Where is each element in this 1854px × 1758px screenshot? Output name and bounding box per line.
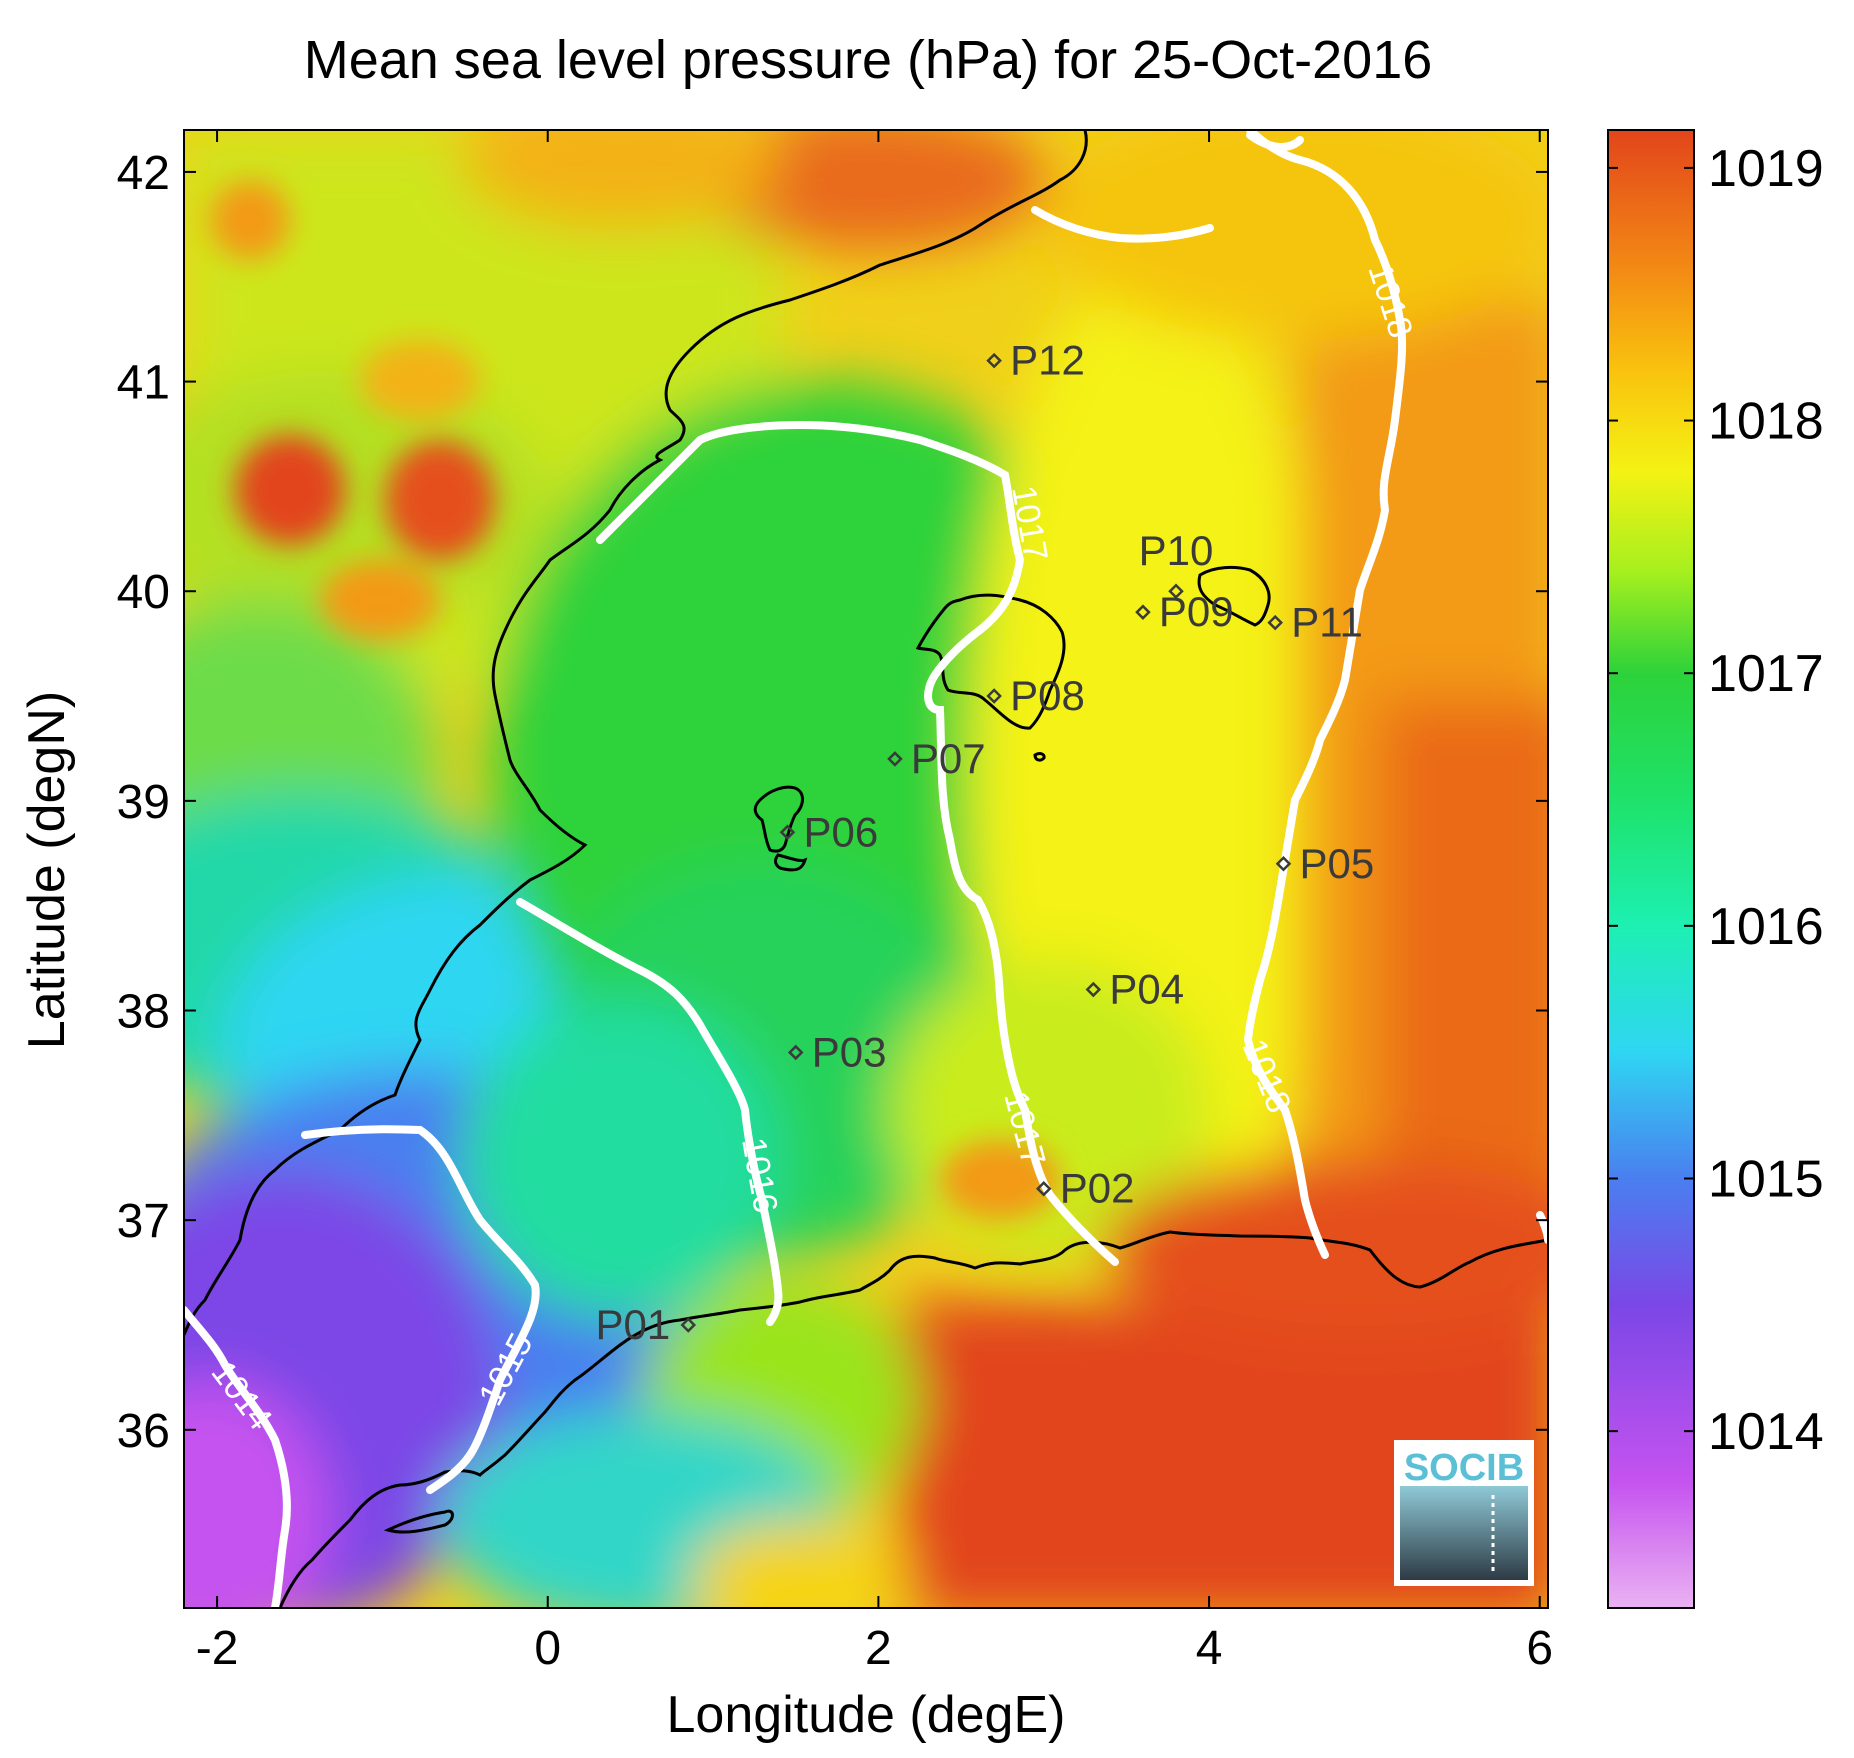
map-frame: [183, 129, 1549, 1609]
station-label: P12: [1010, 337, 1085, 384]
colorbar-tick-label: 1015: [1708, 1150, 1824, 1208]
y-axis-label: Latitude (degN): [18, 691, 76, 1049]
station-marker: [1275, 855, 1292, 872]
station-marker: [887, 751, 903, 767]
pressure-field: 1014 1015 1016 1017 1017 1018 1018 P01P0…: [184, 130, 1548, 1608]
x-tick-label: 2: [865, 1622, 892, 1675]
isobar-1017: [596, 420, 1119, 1266]
colorbar-tick-label: 1014: [1708, 1403, 1824, 1461]
y-tick-label: 36: [117, 1405, 170, 1458]
station-marker: [680, 1317, 697, 1333]
station-marker: [779, 824, 796, 841]
station-label: P07: [911, 735, 986, 782]
colorbar-tick-label: 1016: [1708, 898, 1824, 956]
y-tick-label: 37: [117, 1195, 170, 1248]
station-label: P04: [1109, 966, 1184, 1013]
colorbar-tick-label: 1018: [1708, 393, 1824, 451]
colorbar-ticks: 1014 1015 1016 1017 1018 1019: [1608, 140, 1824, 1461]
x-tick-label: -2: [196, 1622, 239, 1675]
chart-title: Mean sea level pressure (hPa) for 25-Oct…: [304, 30, 1433, 90]
station-marker: [1168, 583, 1184, 599]
colorbar-tick-label: 1019: [1708, 140, 1824, 198]
y-tick-label: 40: [117, 566, 170, 619]
station-label: P06: [803, 808, 878, 855]
station-markers: P01 P02 P03 P04 P05 P06 P07 P08 P09 P10 P11 P12: [596, 337, 1375, 1348]
station-label: P03: [812, 1028, 887, 1075]
colorbar-frame: [1607, 129, 1695, 1609]
station-label: P05: [1299, 840, 1374, 887]
y-tick-label: 42: [117, 147, 170, 200]
station-marker: [1085, 981, 1102, 998]
colorbar-tick-label: 1017: [1708, 645, 1824, 703]
station-label: P08: [1010, 672, 1085, 719]
x-tick-label: 6: [1526, 1622, 1553, 1675]
y-tick-label: 39: [117, 776, 170, 829]
y-tick-label: 38: [117, 986, 170, 1039]
station-marker: [1035, 1180, 1052, 1197]
socib-logo: SOCIB: [1394, 1440, 1534, 1586]
station-marker: [986, 352, 1002, 369]
isobar-1015: [301, 1125, 540, 1494]
y-tick-label: 41: [117, 357, 170, 410]
station-label: P09: [1159, 588, 1234, 635]
station-label: P01: [596, 1301, 671, 1348]
x-tick-label: 0: [534, 1622, 561, 1675]
isobar-1018: [1243, 130, 1407, 1259]
isobars: [184, 130, 1548, 1608]
station-marker: [1267, 614, 1283, 631]
x-axis: -2 0 2 4 6: [196, 130, 1553, 1675]
station-marker: [787, 1044, 804, 1061]
station-label: P11: [1291, 599, 1363, 646]
colorbar: [1608, 130, 1694, 1608]
x-tick-label: 4: [1196, 1622, 1223, 1675]
isobar-1016: [516, 898, 783, 1326]
station-marker: [1135, 604, 1151, 620]
station-marker: [986, 688, 1002, 704]
station-label: P10: [1139, 527, 1214, 574]
isobar-1014: [184, 1306, 291, 1608]
station-label: P02: [1060, 1165, 1135, 1212]
socib-logo-text: SOCIB: [1404, 1447, 1524, 1489]
y-axis: 36 37 38 39 40 41 42: [117, 147, 1548, 1458]
x-axis-label: Longitude (degE): [667, 1686, 1066, 1744]
